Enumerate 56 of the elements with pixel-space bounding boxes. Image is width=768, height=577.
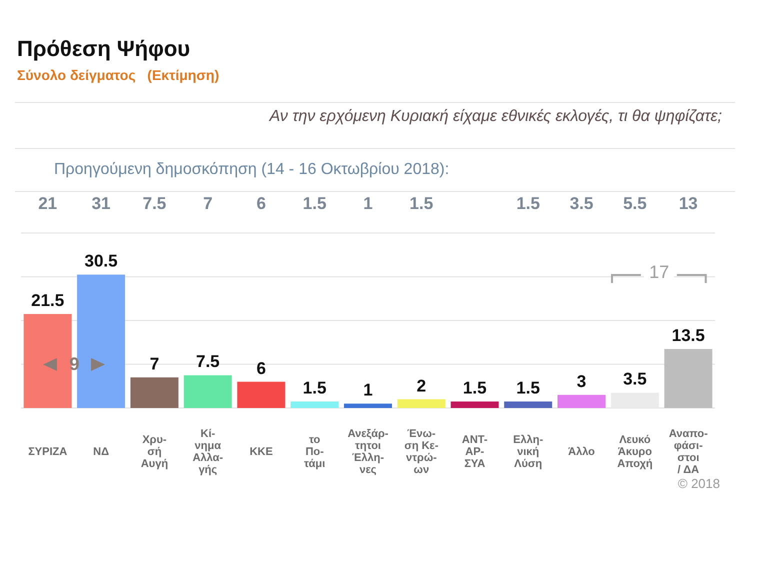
data-label: 30.5 [84, 252, 118, 271]
data-label: 3.5 [623, 370, 647, 389]
text: 21 [37, 194, 58, 214]
x-tick-label: Αναπο- φάσι- στοι / ΔΑ [668, 428, 708, 476]
data-label: 3 [576, 372, 586, 391]
data-label: 2 [416, 376, 426, 396]
x-tick-label: Χρυ- σή Αυγή [140, 434, 168, 470]
data-label: 7.5 [196, 352, 220, 372]
x-tick-label: ΑΝΤ- ΑΡ- ΣΥΑ [462, 434, 488, 470]
bar [558, 394, 606, 408]
data-label: 13.5 [672, 326, 705, 345]
x-tick-label: το Πο- τάμι [304, 434, 326, 470]
annotation: 17 [644, 262, 674, 283]
text: 6 [255, 194, 267, 214]
text: 13 [678, 194, 699, 214]
bar [130, 377, 178, 408]
bar [184, 375, 232, 408]
x-tick-label: Ελλη- νική Λύση [513, 434, 544, 470]
text: 1.5 [408, 194, 434, 214]
data-label: 1 [363, 380, 373, 400]
bar [77, 274, 126, 408]
chart-subtitle: Σύνολο δείγματος (Εκτίμηση) [17, 67, 220, 83]
data-label: 6 [256, 358, 266, 378]
data-label: 7 [150, 354, 160, 374]
text: 1.5 [515, 194, 541, 214]
chart-title: Πρόθεση Ψήφου [17, 36, 190, 62]
text: 3.5 [568, 194, 594, 214]
text: 7 [202, 194, 214, 214]
bar [290, 401, 339, 408]
data-label: 1.5 [462, 378, 487, 398]
x-tick-label: ΝΔ [93, 446, 110, 458]
x-tick-label: Ένω- ση Κε- ντρώ- ων [404, 428, 439, 476]
data-label: 1.5 [302, 378, 326, 398]
text: 7.5 [142, 194, 168, 214]
bar [504, 401, 552, 408]
x-tick-label: Ανεξάρ- τητοι Έλλη- νες [348, 428, 389, 476]
text: Προηγούμενη δημοσκόπηση (14 - 16 Οκτωβρίου 2018): [54, 161, 450, 179]
text: 5.5 [622, 194, 648, 214]
bar [397, 399, 446, 408]
x-tick-label: ΣΥΡΙΖΑ [28, 446, 68, 458]
x-tick-label: ΚΚΕ [250, 446, 273, 458]
text: Αν την ερχόμενη Κυριακή είχαμε εθνικές εκλογές, τι θα ψηφίζατε; [270, 108, 722, 126]
text: 1.5 [302, 194, 328, 214]
bar [344, 404, 392, 408]
data-label: 21.5 [31, 290, 64, 310]
bar [237, 382, 286, 408]
bar [450, 401, 499, 408]
text: © 2018 [678, 476, 720, 491]
x-tick-label: Λευκό Άκυρο Αποχή [617, 434, 653, 470]
bar [664, 348, 712, 408]
x-tick-label: Κί- νημα Αλλα- γής [192, 428, 224, 476]
text: 31 [90, 194, 112, 214]
data-label: 1.5 [516, 378, 540, 398]
text: 1 [362, 194, 374, 214]
bar [24, 314, 72, 408]
x-tick-label: Άλλο [568, 446, 596, 458]
